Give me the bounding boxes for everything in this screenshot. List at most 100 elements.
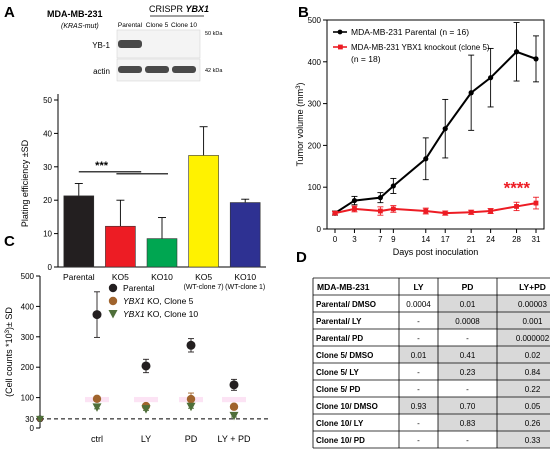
scatter-point-parental: [229, 380, 239, 390]
blot-bands: [118, 40, 196, 73]
line-chart-xlabel: Days post inoculation: [393, 247, 479, 257]
blot-lane-parental: Parental: [118, 22, 143, 29]
table-row-label: Clone 5/ DMSO: [316, 351, 373, 360]
scatter-point-parental: [141, 361, 151, 371]
bar-x-tick-label: KO10: [234, 272, 256, 282]
line-point: [513, 49, 520, 55]
bar: [105, 225, 136, 268]
table-row-label: Parental/ LY: [316, 317, 362, 326]
line-x-tick-label: 21: [467, 235, 476, 244]
scatter-x-tick-label: PD: [185, 434, 198, 444]
scatter-y-tick-label: 0: [30, 424, 35, 433]
line-point: [390, 183, 396, 189]
blot-band: [145, 66, 169, 73]
line-x-tick-label: 0: [333, 235, 338, 244]
legend-n-label-knockout: (n = 18): [351, 54, 381, 64]
table-cell-shade: [438, 312, 497, 329]
table-cell: 0.02: [525, 351, 541, 360]
significance-stars-b: ****: [504, 178, 531, 197]
scatter-baseline-marker: [36, 415, 44, 423]
table-cell-shade: [497, 431, 550, 448]
table-cell: 0.33: [525, 436, 541, 445]
legend-label-knockout: MDA-MB-231 YBX1 knockout (clone 5): [351, 43, 490, 52]
line-point: [390, 206, 396, 212]
table-cell: 0.41: [460, 351, 476, 360]
table-cell: 0.23: [460, 368, 476, 377]
bar-y-tick-label: 0: [48, 263, 53, 272]
blot-lane-clone5: Clone 5: [146, 22, 169, 29]
scatter-highlight: [134, 396, 158, 403]
bar: [229, 202, 261, 268]
scatter-point-clone10: [186, 402, 196, 412]
blot-band: [118, 66, 142, 73]
scatter-y-tick-label: 400: [21, 302, 35, 311]
scatter-legend-rest: KO, Clone 5: [145, 296, 194, 306]
western-blot: MDA-MB-231 (KRAS-mut) CRISPR YBX1 Parent…: [47, 4, 223, 82]
line-x-tick-label: 7: [378, 235, 383, 244]
line-point: [488, 208, 494, 214]
line-point: [533, 56, 539, 62]
line-point: [351, 197, 358, 204]
table-cell: 0.22: [525, 385, 541, 394]
line-point: [352, 206, 357, 212]
scatter-legend-marker: [108, 283, 118, 293]
table-cell: 0.83: [460, 419, 476, 428]
bar-x-tick-label: Parental: [63, 272, 95, 282]
pvalue-table: MDA-MB-231 LY PD LY+PD Parental/ DMSO 0.0004 0…: [312, 277, 550, 449]
bar-x-tick-label: KO10: [151, 272, 173, 282]
bar-y-tick-label: 50: [43, 96, 52, 105]
line-x-tick-label: 3: [352, 235, 357, 244]
panel-label-a: A: [4, 4, 15, 21]
bar-x-tick-label: KO5: [195, 272, 212, 282]
scatter-point-clone5: [229, 402, 239, 411]
table-row-label: Parental/ DMSO: [316, 300, 376, 309]
line-point: [533, 200, 539, 206]
table-cell-shade: [497, 346, 550, 363]
table-cell: -: [466, 385, 469, 394]
scatter-x-tick-label: ctrl: [91, 434, 103, 444]
blot-cell-line: MDA-MB-231: [47, 9, 103, 19]
line-y-tick-label: 500: [308, 16, 322, 25]
bar-y-tick-label: 40: [43, 129, 52, 138]
line-plot-frame: [326, 19, 545, 230]
bar-chart-ylabel: Plating efficiency ±SD: [20, 139, 30, 227]
scatter-highlight: [222, 396, 246, 403]
bar-y-tick-label: 30: [43, 163, 52, 172]
table-cell-shade: [399, 397, 438, 414]
table-cell-shade: [438, 397, 497, 414]
line-y-tick-label: 100: [308, 183, 322, 192]
line-point: [514, 204, 519, 209]
line-series-parental: [334, 50, 537, 214]
legend-marker-knockout: [338, 44, 343, 50]
table-header-cell: LY: [413, 282, 423, 292]
scatter-legend-gene: YBX1: [123, 296, 145, 306]
blot-crispr-label: CRISPR: [149, 4, 184, 14]
line-point: [423, 208, 429, 214]
scatter-point-clone5: [186, 394, 196, 404]
table-header-cell: PD: [462, 282, 474, 292]
scatter-legend-label: YBX1 KO, Clone 10: [123, 309, 198, 319]
blot-band: [118, 40, 142, 48]
scatter-chart-cells: (Cell counts *103)± SD 030 100 200 300 400 50…: [4, 272, 270, 444]
table-cell: -: [417, 385, 420, 394]
line-x-tick-label: 9: [391, 235, 396, 244]
table-cell-shade: [497, 329, 550, 346]
line-point: [377, 208, 383, 214]
bar-y-tick-label: 20: [43, 196, 52, 205]
line-chart-tumor: Tumor volume (mm3) Days post inoculation…: [295, 16, 545, 257]
table-cell-shade: [438, 363, 497, 380]
line-chart-ylabel-sup: 3: [296, 85, 302, 89]
scatter-y-tick-label: 100: [21, 394, 35, 403]
panel-label-c: C: [4, 233, 15, 250]
bar: [188, 155, 219, 268]
scatter-legend-marker: [108, 296, 118, 306]
bar-y-tick-label: 10: [43, 230, 52, 239]
panel-label-d: D: [296, 249, 307, 266]
table-cell: 0.93: [411, 402, 427, 411]
scatter-point-clone10: [229, 411, 239, 421]
line-x-tick-label: 14: [421, 235, 430, 244]
line-chart-ylabel-text: Tumor volume (mm: [295, 89, 305, 167]
line-point: [332, 210, 338, 216]
scatter-point-clone10: [141, 405, 151, 414]
line-point: [442, 126, 448, 132]
